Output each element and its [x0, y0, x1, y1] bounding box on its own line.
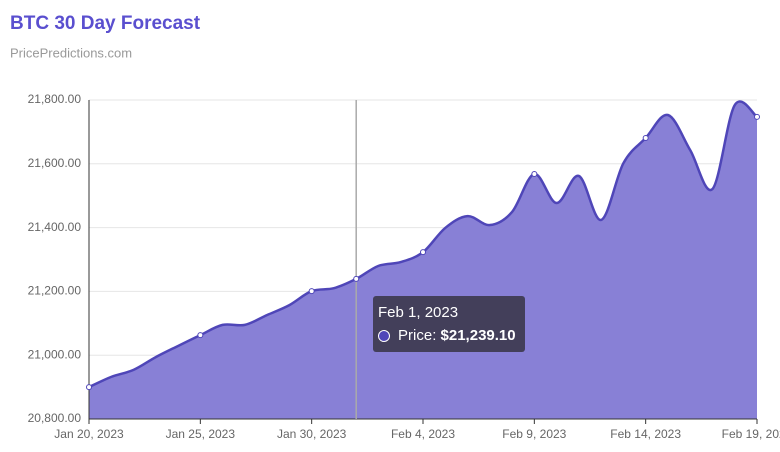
point-marker	[308, 288, 315, 295]
x-tick-label: Jan 20, 2023	[54, 427, 124, 441]
point-marker	[754, 113, 760, 120]
point-marker	[420, 249, 426, 256]
tooltip-sep: :	[432, 327, 440, 344]
chart-subtitle: PricePredictions.com	[10, 45, 132, 60]
y-tick-label: 21,600.00	[28, 156, 82, 170]
x-tick-label: Jan 25, 2023	[166, 427, 236, 441]
tooltip-title: Feb 1, 2023	[378, 304, 458, 321]
tooltip: Feb 1, 2023 Price: $21,239.10	[373, 296, 525, 352]
tooltip-swatch	[378, 330, 390, 342]
tooltip-value: $21,239.10	[441, 327, 516, 344]
hover-marker	[353, 275, 360, 282]
y-tick-label: 21,400.00	[28, 220, 82, 234]
point-marker	[531, 171, 538, 178]
x-tick-label: Jan 30, 2023	[277, 427, 347, 441]
x-tick-label: Feb 9, 2023	[502, 427, 566, 441]
point-marker	[642, 134, 649, 141]
x-tick-label: Feb 4, 2023	[391, 427, 455, 441]
x-tick-label: Feb 14, 2023	[610, 427, 681, 441]
y-tick-label: 20,800.00	[28, 411, 82, 425]
x-tick-label: Feb 19, 2023	[722, 427, 780, 441]
y-tick-label: 21,200.00	[28, 284, 82, 298]
point-marker	[197, 332, 204, 339]
y-tick-label: 21,800.00	[28, 92, 82, 106]
area-fill	[89, 101, 757, 420]
point-marker	[86, 384, 92, 391]
tooltip-box	[373, 296, 525, 352]
chart-title: BTC 30 Day Forecast	[10, 13, 201, 34]
tooltip-label: Price: $21,239.10	[398, 327, 516, 344]
y-tick-label: 21,000.00	[28, 347, 82, 361]
tooltip-series: Price	[398, 327, 432, 344]
